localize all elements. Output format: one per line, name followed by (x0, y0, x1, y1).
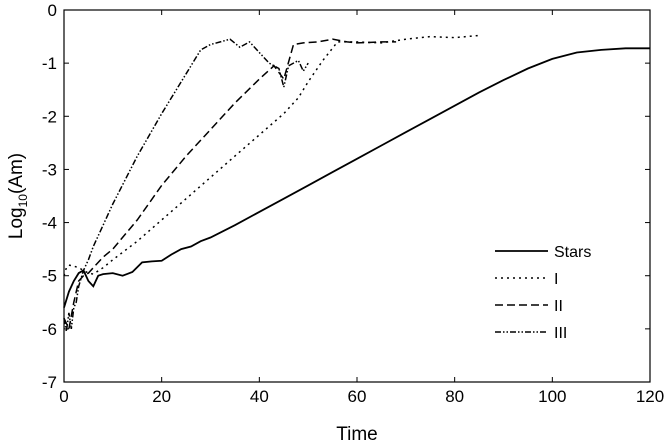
y-tick-label-2: -2 (42, 107, 57, 126)
x-tick-label-4: 80 (445, 387, 464, 406)
y-tick-label-7: -7 (42, 373, 57, 392)
x-axis-label: Time (336, 424, 378, 442)
y-axis-label-main: Log (6, 207, 27, 239)
y-axis-label-rest: (Am) (6, 153, 27, 194)
y-tick-label-3: -3 (42, 160, 57, 179)
x-tick-label-2: 40 (250, 387, 269, 406)
x-tick-label-3: 60 (348, 387, 367, 406)
x-tick-label-5: 100 (538, 387, 566, 406)
legend-label-3: III (554, 325, 567, 342)
series-line-1 (63, 34, 480, 276)
legend-label-2: II (554, 298, 563, 315)
ticks: 0 20 40 60 80 100 120 0 -1 -2 -3 -4 -5 -6 -7 (42, 1, 664, 406)
y-tick-label-6: -6 (42, 320, 57, 339)
y-tick-label-4: -4 (42, 214, 57, 233)
x-tick-label-0: 0 (59, 387, 68, 406)
y-axis-label-sub: 10 (16, 194, 30, 208)
series-line-2 (63, 38, 397, 332)
y-tick-label-1: -1 (42, 54, 57, 73)
series-lines (63, 34, 650, 332)
x-tick-label-1: 20 (152, 387, 171, 406)
legend-label-0: Stars (554, 244, 591, 261)
y-axis-label: Log10(Am) (6, 153, 30, 239)
series-line-3 (63, 38, 309, 332)
series-line-0 (63, 47, 650, 308)
legend-label-1: I (554, 271, 558, 288)
x-tick-label-6: 120 (636, 387, 664, 406)
y-tick-label-0: 0 (48, 1, 57, 20)
y-tick-label-5: -5 (42, 267, 57, 286)
